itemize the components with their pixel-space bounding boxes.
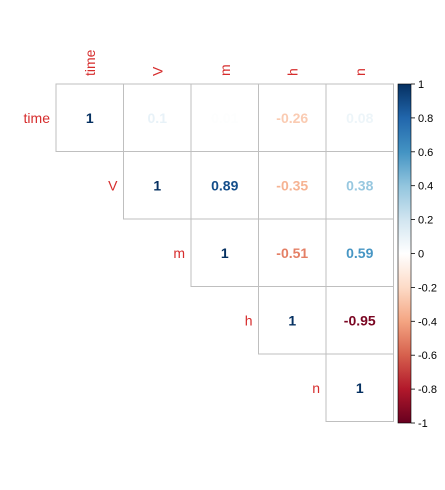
cell-time-h bbox=[258, 83, 327, 152]
row-label-V: V bbox=[108, 177, 118, 193]
colorbar-tick-label: 0.2 bbox=[418, 215, 433, 227]
value-label-time-h: -0.26 bbox=[276, 110, 308, 126]
column-label-m: m bbox=[217, 64, 233, 76]
colorbar-tick-label: -0.2 bbox=[418, 282, 437, 294]
colorbar-tick-label: -1 bbox=[418, 418, 428, 430]
colorbar-gradient bbox=[397, 83, 412, 424]
value-label-V-m: 0.89 bbox=[211, 177, 238, 193]
value-label-time-V: 0.1 bbox=[148, 110, 168, 126]
cell-time-time bbox=[55, 83, 124, 152]
value-label-h-n: -0.95 bbox=[344, 312, 376, 328]
colorbar-tick-label: 0.8 bbox=[418, 113, 433, 125]
cell-m-m bbox=[190, 218, 259, 287]
cell-h-h bbox=[258, 286, 327, 355]
cell-V-h bbox=[258, 151, 327, 220]
column-label-n: n bbox=[352, 68, 368, 76]
value-label-V-h: -0.35 bbox=[276, 177, 308, 193]
colorbar: 1 0.8 0.6 0.4 0.2 0 -0.2 -0.4 -0.6 -0.8 -1 bbox=[397, 79, 437, 430]
value-label-time-m: 0.01 bbox=[211, 110, 238, 126]
column-label-h: h bbox=[284, 68, 300, 76]
value-label-V-n: 0.38 bbox=[346, 177, 373, 193]
cells-layer bbox=[55, 83, 394, 422]
row-label-m: m bbox=[173, 245, 185, 261]
colorbar-tick-label: 0 bbox=[418, 249, 424, 261]
cell-m-n bbox=[325, 218, 394, 287]
value-label-m-n: 0.59 bbox=[346, 245, 373, 261]
colorbar-tick-label: 0.4 bbox=[418, 181, 433, 193]
value-label-time-time: 1 bbox=[86, 110, 94, 126]
value-label-m-m: 1 bbox=[221, 245, 229, 261]
cell-V-V bbox=[123, 151, 192, 220]
value-label-h-h: 1 bbox=[288, 312, 296, 328]
colorbar-tick-label: 0.6 bbox=[418, 147, 433, 159]
row-label-time: time bbox=[24, 110, 51, 126]
column-label-V: V bbox=[149, 66, 165, 76]
row-label-h: h bbox=[245, 312, 253, 328]
colorbar-tick-label: -0.6 bbox=[418, 350, 437, 362]
value-label-n-n: 1 bbox=[356, 380, 364, 396]
colorbar-tick-label: 1 bbox=[418, 79, 424, 91]
value-label-time-n: 0.08 bbox=[346, 110, 373, 126]
colorbar-tick-label: -0.4 bbox=[418, 316, 437, 328]
cell-time-m bbox=[190, 83, 259, 152]
colorbar-tick-label: -0.8 bbox=[418, 384, 437, 396]
column-label-time: time bbox=[82, 49, 98, 76]
value-label-V-V: 1 bbox=[153, 177, 161, 193]
cell-h-n bbox=[325, 286, 394, 355]
cell-time-V bbox=[123, 83, 192, 152]
row-label-n: n bbox=[312, 380, 320, 396]
cell-n-n bbox=[325, 353, 394, 422]
values-layer: 1 0.1 0.01 -0.26 0.08 1 0.89 -0.35 0.38 1 -0.51 0.5… bbox=[86, 110, 376, 396]
value-label-m-h: -0.51 bbox=[276, 245, 308, 261]
